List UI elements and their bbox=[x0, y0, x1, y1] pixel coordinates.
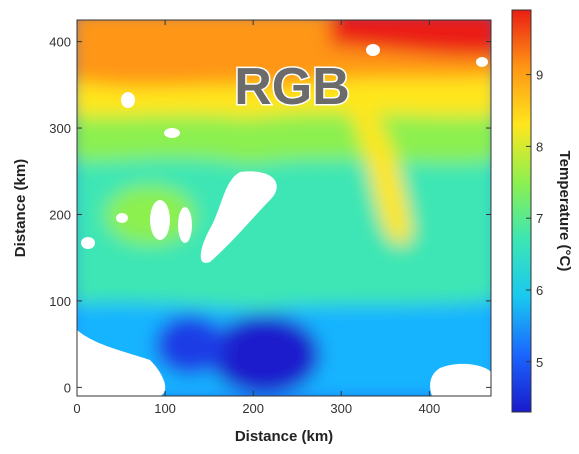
plot-frame bbox=[76, 19, 492, 397]
land-masks bbox=[77, 44, 491, 396]
land-mask-islet-3 bbox=[121, 92, 135, 108]
y-tick-label: 0 bbox=[64, 380, 71, 395]
heatmap-filament bbox=[345, 105, 412, 245]
land-mask-islet-7 bbox=[81, 237, 95, 249]
land-mask-southwest bbox=[77, 330, 166, 396]
colorbar-tick-label: 9 bbox=[536, 68, 543, 83]
colorbar bbox=[511, 9, 532, 413]
heatmap-eddy-mid bbox=[105, 185, 195, 245]
watermark-text: RGB bbox=[234, 58, 350, 116]
y-axis-label: Distance (km) bbox=[12, 159, 29, 257]
y-tick-label: 300 bbox=[49, 121, 71, 136]
heatmap bbox=[77, 20, 491, 396]
x-tick-label: 400 bbox=[418, 401, 440, 416]
land-mask-islet-2 bbox=[178, 207, 192, 243]
y-tick-label: 400 bbox=[49, 35, 71, 50]
colorbar-label: Temperature (°C) bbox=[556, 151, 573, 272]
land-mask-islet-5 bbox=[366, 44, 380, 56]
x-tick-label: 200 bbox=[242, 401, 264, 416]
x-tick-label: 100 bbox=[154, 401, 176, 416]
heatmap-eddy-cold bbox=[210, 315, 320, 395]
land-mask-islet-6 bbox=[476, 57, 488, 67]
colorbar-tick-label: 7 bbox=[536, 211, 543, 226]
colorbar-tick-label: 6 bbox=[536, 283, 543, 298]
land-mask-islet-1 bbox=[150, 200, 170, 240]
x-tick-label: 0 bbox=[73, 401, 80, 416]
land-mask-southeast bbox=[430, 363, 491, 396]
land-mask-islet-8 bbox=[116, 213, 128, 223]
colorbar-axis: 5 6 7 8 9 bbox=[526, 68, 543, 370]
colorbar-tick-label: 5 bbox=[536, 355, 543, 370]
x-axis-label: Distance (km) bbox=[235, 428, 333, 445]
x-axis: 0 100 200 300 400 bbox=[73, 20, 440, 416]
land-mask-islet-4 bbox=[164, 128, 180, 138]
land-mask-island bbox=[200, 171, 277, 263]
x-tick-label: 300 bbox=[330, 401, 352, 416]
colorbar-tick-label: 8 bbox=[536, 139, 543, 154]
y-tick-label: 100 bbox=[49, 294, 71, 309]
heatmap-eddy-cold-2 bbox=[155, 315, 225, 375]
y-axis: 0 100 200 300 400 bbox=[49, 35, 491, 395]
y-tick-label: 200 bbox=[49, 207, 71, 222]
